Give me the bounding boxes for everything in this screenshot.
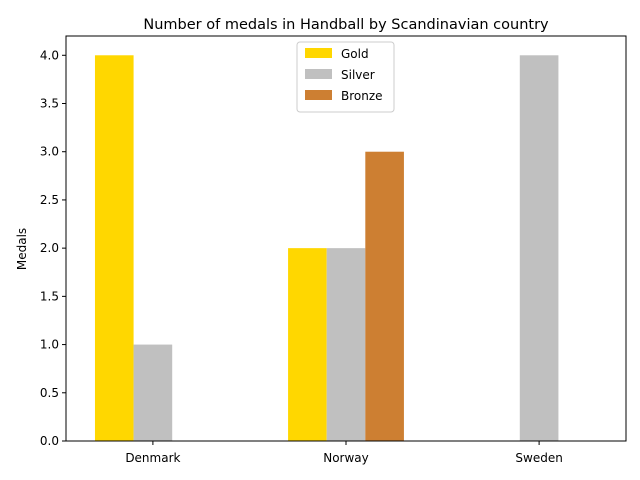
y-tick-label: 2.0 bbox=[40, 241, 59, 255]
y-tick-label: 1.5 bbox=[40, 289, 59, 303]
bar-bronze-norway bbox=[365, 151, 404, 441]
bar-silver-norway bbox=[326, 248, 366, 441]
y-axis: 0.0 0.5 1.0 1.5 2.0 2.5 3.0 3.5 4.0 bbox=[40, 48, 66, 448]
x-tick-label-norway: Norway bbox=[323, 451, 369, 465]
legend-label-silver: Silver bbox=[341, 68, 375, 82]
bars-layer bbox=[94, 55, 559, 442]
bar-silver-denmark bbox=[133, 344, 173, 441]
bar-gold-norway bbox=[288, 248, 327, 441]
x-axis: Denmark Norway Sweden bbox=[125, 441, 563, 465]
y-tick-label: 0.5 bbox=[40, 386, 59, 400]
y-tick-label: 3.5 bbox=[40, 97, 59, 111]
x-tick-label-denmark: Denmark bbox=[125, 451, 180, 465]
y-tick-label: 4.0 bbox=[40, 48, 59, 62]
y-tick-label: 1.0 bbox=[40, 338, 59, 352]
y-axis-label: Medals bbox=[15, 228, 29, 270]
chart-title: Number of medals in Handball by Scandina… bbox=[143, 17, 549, 33]
plot-frame bbox=[65, 35, 627, 442]
x-tick-label-sweden: Sweden bbox=[515, 451, 562, 465]
y-tick-label: 2.5 bbox=[40, 193, 59, 207]
legend-swatch-bronze bbox=[305, 90, 332, 100]
bar-silver-sweden bbox=[519, 55, 559, 442]
y-tick-label: 3.0 bbox=[40, 145, 59, 159]
bar-gold-denmark bbox=[94, 55, 134, 442]
y-tick-label: 0.0 bbox=[40, 434, 59, 448]
legend-swatch-silver bbox=[305, 69, 332, 79]
legend: Gold Silver Bronze bbox=[296, 41, 395, 113]
legend-label-gold: Gold bbox=[341, 47, 369, 61]
legend-label-bronze: Bronze bbox=[341, 89, 383, 103]
legend-swatch-gold bbox=[305, 48, 332, 58]
